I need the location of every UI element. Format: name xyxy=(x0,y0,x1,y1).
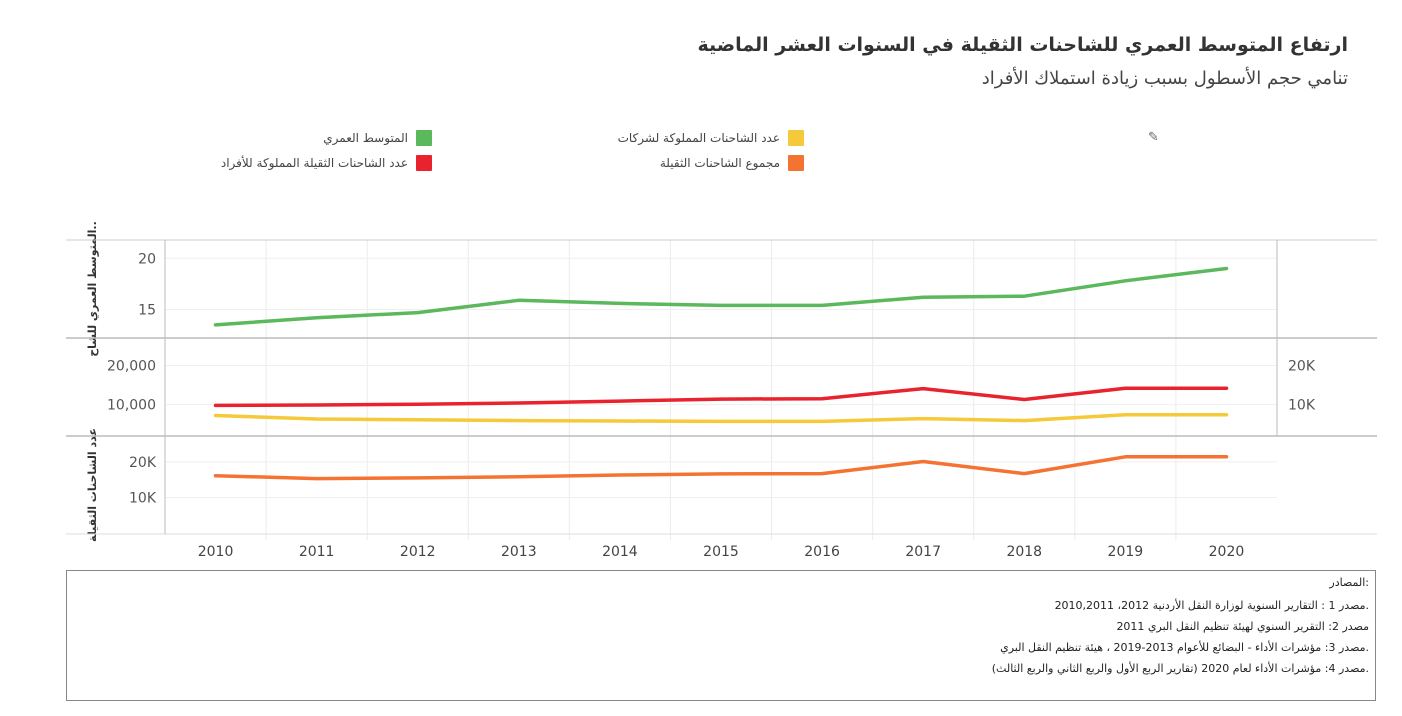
legend-swatch-average-age xyxy=(416,130,432,146)
x-tick-label: 2010 xyxy=(198,544,234,560)
y-axis-label: عدد الشاحنات الثقيلة xyxy=(86,428,99,542)
legend-item-average-age[interactable]: المتوسط العمري xyxy=(323,129,432,147)
source-line-4: .مصدر 4: مؤشرات الأداء لعام 2020 (تقارير… xyxy=(991,662,1369,675)
x-tick-label: 2015 xyxy=(703,544,739,560)
source-line-3: .مصدر 3: مؤشرات الأداء - البضائع للأعوام… xyxy=(1000,641,1369,654)
legend-item-total-trucks[interactable]: مجموع الشاحنات الثقيلة xyxy=(660,154,804,172)
legend-label-individual-trucks: عدد الشاحنات الثقيلة المملوكة للأفراد xyxy=(220,156,408,170)
x-tick-label: 2012 xyxy=(400,544,436,560)
line-chart: 15 20 المتوسط العمري للشاح.. 10,000 20,000 10… xyxy=(66,221,1377,560)
y-tick-label: 10,000 xyxy=(107,398,156,414)
y-tick-label: 20K xyxy=(129,455,157,471)
x-tick-label: 2011 xyxy=(299,544,335,560)
x-tick-label: 2017 xyxy=(905,544,941,560)
sources-heading: :المصادر xyxy=(1329,576,1369,589)
series-line xyxy=(213,455,1229,481)
y-tick-label: 20,000 xyxy=(107,359,156,375)
legend-label-total-trucks: مجموع الشاحنات الثقيلة xyxy=(659,156,780,170)
series-line xyxy=(213,386,1229,408)
series-line xyxy=(213,412,1229,424)
pencil-icon[interactable]: ✎ xyxy=(1148,130,1159,145)
legend-label-average-age: المتوسط العمري xyxy=(323,131,408,145)
legend-label-company-trucks: عدد الشاحنات المملوكة لشركات xyxy=(617,131,780,145)
source-line-2: مصدر 2: التقرير السنوي لهيئة تنظيم النقل… xyxy=(1116,620,1369,633)
chart-title: ارتفاع المتوسط العمري للشاحنات الثقيلة ف… xyxy=(697,34,1348,56)
sources-box: :المصادر .مصدر 1 : التقارير السنوية لوزا… xyxy=(66,570,1376,701)
x-tick-label: 2013 xyxy=(501,544,537,560)
legend-swatch-individual-trucks xyxy=(416,155,432,171)
series-line xyxy=(213,266,1229,327)
x-tick-label: 2018 xyxy=(1006,544,1042,560)
legend-swatch-total-trucks xyxy=(788,155,804,171)
legend-item-company-trucks[interactable]: عدد الشاحنات المملوكة لشركات xyxy=(618,129,804,147)
x-tick-label: 2020 xyxy=(1209,544,1245,560)
legend-item-individual-trucks[interactable]: عدد الشاحنات الثقيلة المملوكة للأفراد xyxy=(221,154,432,172)
right-tick-label: 10K xyxy=(1288,398,1316,414)
x-tick-label: 2019 xyxy=(1108,544,1144,560)
y-tick-label: 15 xyxy=(138,303,156,319)
y-tick-label: 10K xyxy=(129,490,157,506)
legend-swatch-company-trucks xyxy=(788,130,804,146)
x-tick-label: 2016 xyxy=(804,544,840,560)
source-line-1: .مصدر 1 : التقارير السنوية لوزارة النقل … xyxy=(1054,599,1369,612)
chart-subtitle: تنامي حجم الأسطول بسبب زيادة استملاك الأ… xyxy=(981,68,1348,89)
x-tick-label: 2014 xyxy=(602,544,638,560)
y-axis-label: المتوسط العمري للشاح.. xyxy=(86,221,99,357)
y-tick-label: 20 xyxy=(138,251,156,267)
right-tick-label: 20K xyxy=(1288,359,1316,375)
